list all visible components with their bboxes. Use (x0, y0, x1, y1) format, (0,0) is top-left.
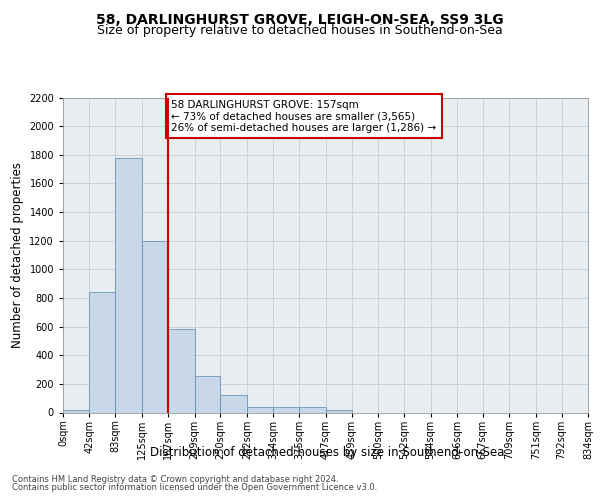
Text: 58 DARLINGHURST GROVE: 157sqm
← 73% of detached houses are smaller (3,565)
26% o: 58 DARLINGHURST GROVE: 157sqm ← 73% of d… (171, 100, 436, 133)
Text: Size of property relative to detached houses in Southend-on-Sea: Size of property relative to detached ho… (97, 24, 503, 37)
Bar (89, 292, 115, 412)
Bar (194, 376, 220, 412)
Text: 58, DARLINGHURST GROVE, LEIGH-ON-SEA, SS9 3LG: 58, DARLINGHURST GROVE, LEIGH-ON-SEA, SS… (96, 12, 504, 26)
Bar (115, 158, 142, 412)
Bar (273, 408, 299, 412)
Text: Contains HM Land Registry data © Crown copyright and database right 2024.: Contains HM Land Registry data © Crown c… (12, 475, 338, 484)
Text: Distribution of detached houses by size in Southend-on-Sea: Distribution of detached houses by size … (150, 446, 504, 459)
Bar (168, 330, 194, 412)
Bar (142, 240, 168, 412)
Bar (220, 396, 247, 412)
Bar (325, 410, 352, 412)
Bar (247, 407, 273, 412)
Bar (63, 410, 89, 412)
Bar (299, 408, 325, 412)
Text: Contains public sector information licensed under the Open Government Licence v3: Contains public sector information licen… (12, 483, 377, 492)
Y-axis label: Number of detached properties: Number of detached properties (11, 162, 23, 348)
